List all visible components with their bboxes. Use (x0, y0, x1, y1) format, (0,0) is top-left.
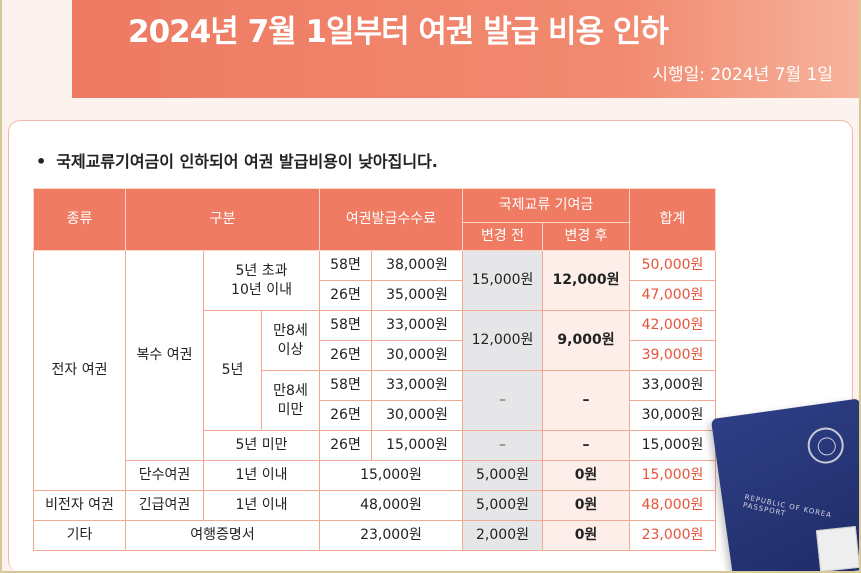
header-contribution: 국제교류 기여금 (462, 188, 630, 223)
fee-cell: 33,000원 (371, 370, 463, 401)
ticket-illustration (815, 526, 861, 572)
after-cell: 12,000원 (542, 250, 630, 311)
fee-cell: 23,000원 (319, 520, 463, 551)
label-over5: 5년 초과 10년 이내 (203, 250, 320, 311)
effective-date: 시행일: 2024년 7월 1일 (652, 65, 833, 85)
table-row: 만8세 미만 58면 33,000원 – – 33,000원 (34, 370, 716, 431)
fee-cell: 33,000원 (371, 310, 463, 341)
total-cell: 30,000원 (629, 400, 716, 431)
table-row: 전자 여권 복수 여권 5년 초과 10년 이내 58면 38,000원 15,0… (33, 250, 716, 491)
total-cell: 39,000원 (629, 340, 716, 371)
before-cell: 2,000원 (462, 520, 543, 551)
label-single: 단수여권 (125, 460, 204, 491)
bullet-dot: • (36, 152, 47, 171)
before-cell: 12,000원 (462, 310, 543, 371)
pages-cell: 58면 (319, 310, 372, 341)
pages-cell: 26면 (319, 400, 372, 431)
pages-cell: 26면 (319, 430, 372, 461)
pages-cell: 58면 (319, 370, 372, 401)
before-cell: – (462, 430, 543, 461)
fee-cell: 15,000원 (371, 430, 463, 461)
fee-table: 종류 구분 여권발급수수료 국제교류 기여금 합계 변경 전 변경 후 전자 여… (33, 188, 716, 551)
pages-cell: 58면 (319, 250, 372, 281)
after-cell: 0원 (542, 460, 630, 491)
label-emergency: 긴급여권 (125, 490, 204, 521)
label-multiple: 복수 여권 (125, 250, 204, 461)
fee-cell: 15,000원 (319, 460, 463, 491)
label-under5: 5년 미만 (203, 430, 320, 461)
table-row: 기타 여행증명서 23,000원 2,000원 0원 23,000원 (33, 520, 716, 551)
header-before: 변경 전 (462, 222, 543, 251)
bullet-text: 국제교류기여금이 인하되어 여권 발급비용이 낮아집니다. (56, 152, 438, 171)
total-cell: 15,000원 (629, 460, 716, 491)
label-age8-over: 만8세 이상 (261, 310, 320, 371)
fee-cell: 30,000원 (371, 400, 463, 431)
before-cell: 5,000원 (462, 460, 543, 491)
after-cell: 0원 (542, 490, 630, 521)
pages-cell: 26면 (319, 340, 372, 371)
table-row: 26면 35,000원 47,000원 (34, 280, 716, 311)
pages-cell: 26면 (319, 280, 372, 311)
after-cell: 9,000원 (542, 310, 630, 371)
total-cell: 47,000원 (629, 280, 716, 311)
after-cell: – (542, 370, 630, 431)
table-row: 5년 만8세 이상 58면 33,000원 12,000원 9,000원 42,0… (34, 310, 716, 431)
fee-cell: 48,000원 (319, 490, 463, 521)
header-after: 변경 후 (542, 222, 630, 251)
total-cell: 42,000원 (629, 310, 716, 341)
table-row: 비전자 여권 긴급여권 1년 이내 48,000원 5,000원 0원 48,0… (33, 490, 716, 521)
header-type: 종류 (33, 188, 126, 251)
total-cell: 50,000원 (629, 250, 716, 281)
total-cell: 33,000원 (629, 370, 716, 401)
table-row: 단수여권 1년 이내 15,000원 5,000원 0원 15,000원 (34, 460, 716, 491)
before-cell: 5,000원 (462, 490, 543, 521)
label-within1-b: 1년 이내 (203, 490, 320, 521)
fee-cell: 35,000원 (371, 280, 463, 311)
before-cell: 15,000원 (462, 250, 543, 311)
label-travel-cert: 여행증명서 (125, 520, 320, 551)
label-within1: 1년 이내 (203, 460, 320, 491)
passport-emblem-icon (805, 425, 847, 466)
header-total: 합계 (629, 188, 716, 251)
total-cell: 23,000원 (629, 520, 716, 551)
after-cell: – (542, 430, 630, 461)
header-category: 구분 (125, 188, 320, 251)
before-cell: – (462, 370, 543, 431)
label-electronic: 전자 여권 (33, 250, 126, 491)
total-cell: 48,000원 (629, 490, 716, 521)
table-row: 5년 미만 26면 15,000원 – – 15,000원 (34, 430, 716, 461)
table-row: 26면 30,000원 39,000원 (34, 340, 716, 371)
header-issue-fee: 여권발급수수료 (319, 188, 463, 251)
after-cell: 0원 (542, 520, 630, 551)
label-other: 기타 (33, 520, 126, 551)
table-row: 26면 30,000원 30,000원 (34, 400, 716, 431)
title-banner (72, 0, 861, 98)
label-age8-under: 만8세 미만 (261, 370, 320, 431)
page-title: 2024년 7월 1일부터 여권 발급 비용 인하 (128, 14, 669, 50)
label-non-electronic: 비전자 여권 (33, 490, 126, 521)
fee-cell: 38,000원 (371, 250, 463, 281)
total-cell: 15,000원 (629, 430, 716, 461)
fee-cell: 30,000원 (371, 340, 463, 371)
label-five-years: 5년 (203, 310, 262, 431)
bullet-note: • 국제교류기여금이 인하되어 여권 발급비용이 낮아집니다. (36, 148, 438, 172)
